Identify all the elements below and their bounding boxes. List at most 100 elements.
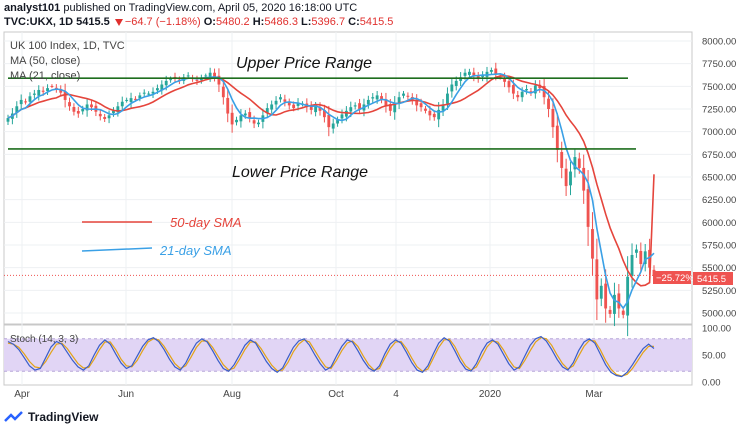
down-arrow-icon: [114, 18, 123, 26]
candle-body: [72, 107, 76, 112]
candle-body: [15, 106, 19, 113]
candle-body: [195, 79, 199, 81]
y-tick-label: 7000.00: [702, 127, 736, 138]
candle-body: [476, 75, 480, 80]
candle-body: [81, 109, 85, 112]
l-value: 5396.7: [311, 16, 346, 28]
candle-body: [375, 95, 379, 100]
candle-body: [85, 104, 89, 111]
candle-body: [340, 114, 344, 119]
y-tick-label: 6500.00: [702, 173, 736, 184]
candle-body: [125, 99, 129, 101]
candle-body: [511, 85, 515, 94]
candle-body: [516, 95, 520, 98]
candle-body: [599, 285, 603, 299]
candle-body: [208, 72, 212, 77]
candle-body: [248, 112, 252, 119]
candle-body: [169, 79, 173, 81]
candle-body: [591, 229, 594, 259]
candle-body: [353, 105, 357, 107]
change: −64.7 (−1.18%): [124, 16, 201, 28]
lower-range-label: Lower Price Range: [232, 164, 368, 181]
candle-body: [199, 78, 203, 81]
candle-body: [283, 99, 287, 102]
candle-body: [318, 107, 322, 111]
author-name[interactable]: analyst101: [4, 2, 61, 14]
candle-body: [428, 110, 432, 116]
candle-body: [498, 76, 502, 78]
candle-body: [349, 107, 353, 112]
candle-body: [472, 72, 476, 77]
candle-body: [112, 110, 115, 114]
candle-body: [296, 102, 300, 106]
candle-body: [221, 86, 225, 98]
candle-body: [226, 97, 230, 114]
sma50-line: [7, 74, 655, 287]
candle-body: [239, 115, 243, 122]
candle-body: [213, 72, 216, 78]
candle-body: [643, 251, 647, 265]
candle-body: [450, 84, 454, 92]
candle-body: [564, 168, 568, 187]
candle-body: [454, 80, 458, 86]
candle-body: [371, 97, 375, 99]
symbol-line: TVC:UKX, 1D 5415.5 −64.7 (−1.18%) O:5480…: [4, 16, 393, 28]
candle-body: [129, 98, 133, 103]
o-value: 5480.2: [215, 16, 250, 28]
candle-body: [446, 93, 449, 104]
y-tick-label: 7750.00: [702, 59, 736, 70]
candle-body: [19, 99, 23, 105]
x-tick-label: 2020: [479, 389, 502, 400]
candle-body: [617, 293, 621, 309]
y-tick-label: 5750.00: [702, 241, 736, 252]
h-value: 5486.3: [264, 16, 298, 28]
candle-body: [621, 310, 625, 315]
candle-body: [24, 101, 28, 103]
upper-range-label: Upper Price Range: [236, 55, 372, 72]
candle-body: [648, 249, 652, 268]
x-tick-label: Mar: [585, 389, 603, 400]
candle-body: [388, 104, 392, 111]
y-tick-label: 6000.00: [702, 218, 736, 229]
stoch-k-line: [7, 335, 655, 378]
candle-body: [160, 84, 164, 91]
candle-body: [309, 105, 313, 110]
candle-body: [626, 276, 630, 316]
candle-body: [459, 77, 463, 81]
candle-body: [551, 109, 555, 128]
candle-body: [380, 96, 383, 100]
candle-body: [103, 116, 107, 119]
candle-body: [314, 106, 318, 113]
candle-body: [28, 96, 32, 102]
published-text: published on TradingView.com, April 05, …: [63, 2, 358, 14]
y-tick-label: 5000.00: [702, 309, 736, 320]
candle-body: [76, 110, 80, 114]
candle-body: [6, 118, 10, 122]
candle-body: [235, 119, 238, 123]
candle-body: [397, 97, 401, 104]
candle-body: [529, 91, 533, 93]
candle-body: [116, 106, 120, 113]
candle-body: [37, 89, 41, 96]
y-tick-label: 8000.00: [702, 37, 736, 48]
candle-body: [287, 102, 291, 106]
candle-body: [204, 75, 208, 77]
candle-body: [63, 91, 67, 100]
candle-body: [547, 98, 550, 109]
publisher-line: analyst101 published on TradingView.com,…: [4, 2, 357, 14]
stoch-y-tick: 100.00: [702, 324, 731, 335]
o-label: O:: [203, 16, 216, 28]
y-tick-label: 6250.00: [702, 195, 736, 206]
tradingview-logo[interactable]: TradingView: [4, 410, 98, 424]
brand-name: TradingView: [28, 410, 99, 424]
candle-body: [560, 151, 564, 168]
y-tick-label: 6750.00: [702, 150, 736, 161]
y-tick-label: 5500.00: [702, 263, 736, 274]
candle-body: [494, 68, 498, 75]
stoch-label: Stoch (14, 3, 3): [10, 334, 78, 345]
candle-body: [134, 98, 137, 100]
candle-body: [90, 104, 93, 108]
candle-body: [142, 92, 146, 94]
last-price: 5415.5: [76, 16, 110, 28]
